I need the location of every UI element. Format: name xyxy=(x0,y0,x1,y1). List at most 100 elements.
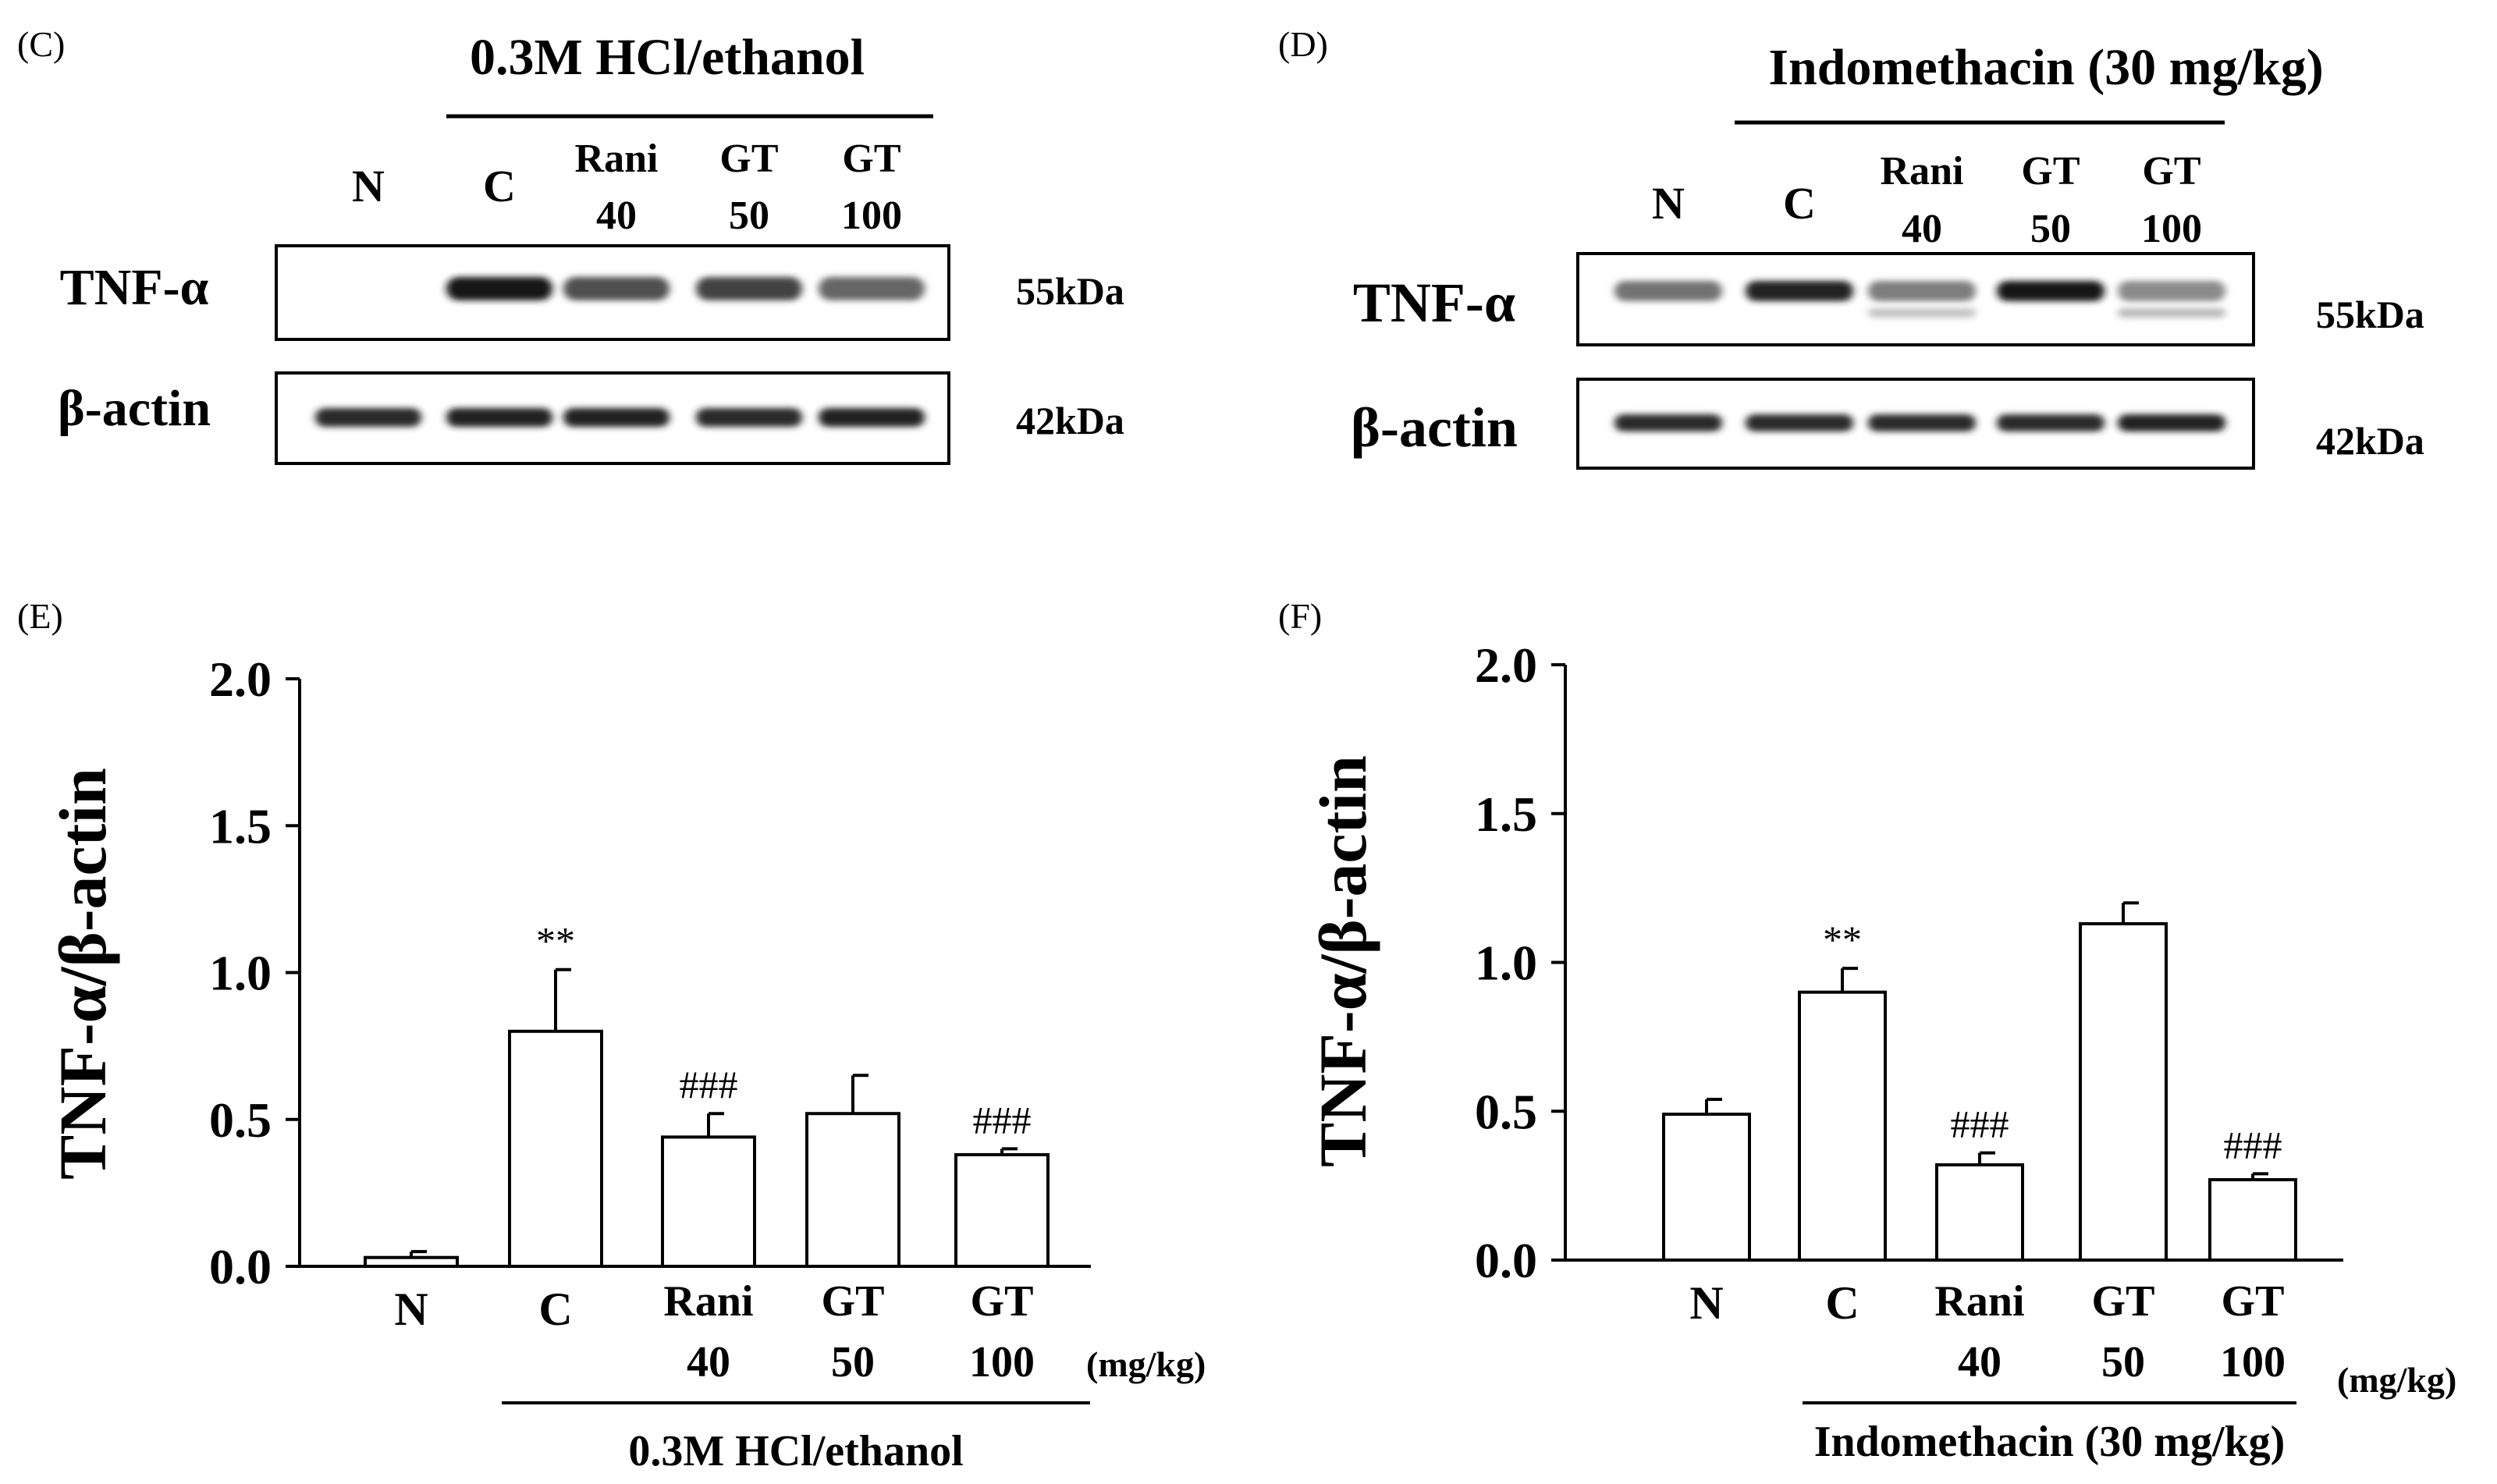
panel-d-lane-label-2: Rani xyxy=(1881,149,1964,193)
bar-3 xyxy=(2079,921,2168,1262)
panel-c-lane-dose-4: 100 xyxy=(841,193,902,238)
band-lane-3 xyxy=(1997,414,2105,431)
unit-label: (mg/kg) xyxy=(1086,1344,1206,1384)
panel-e-chart: 0.0 0.5 1.0 1.5 2.0 TNF-α/β-actin N ** C ### Rani 4… xyxy=(45,651,1206,1475)
panel-c-lane-label-0: N xyxy=(352,161,385,211)
band-lane-3 xyxy=(696,408,802,427)
category-dose-2: 40 xyxy=(687,1338,730,1386)
panel-d-lane-label-1: C xyxy=(1783,178,1816,229)
band-lane-0 xyxy=(1614,414,1722,431)
panel-f: (F) 0.0 0.5 1.0 1.5 2.0 TNF-α/β-actin N ** C ### R… xyxy=(1278,596,2456,1466)
band-lane-2 xyxy=(563,277,670,300)
y-axis-title: TNF-α/β-actin xyxy=(45,768,120,1180)
panel-c-lane-labels: N C Rani 40 GT 50 GT 100 xyxy=(352,137,902,238)
category-dose-2: 40 xyxy=(1958,1338,2002,1386)
blot-mw-label: 42kDa xyxy=(2316,419,2424,463)
band-lane-3 xyxy=(1997,281,2105,301)
significance-2: ### xyxy=(1951,1102,2009,1146)
bar-0 xyxy=(364,1255,459,1268)
panel-d-lane-dose-2: 40 xyxy=(1902,207,1942,251)
panel-c-lane-label-1: C xyxy=(483,161,516,211)
bar-4 xyxy=(954,1152,1050,1269)
y-axis-title: TNF-α/β-actin xyxy=(1305,755,1380,1167)
bar-0 xyxy=(1662,1113,1751,1262)
band-lane-2 xyxy=(563,408,670,427)
bar-4 xyxy=(2208,1177,2297,1262)
blot-mw-label: 42kDa xyxy=(1016,399,1124,442)
panel-c-lane-label-4: GT xyxy=(842,137,900,181)
significance-4: ### xyxy=(973,1098,1032,1141)
panel-d-lane-dose-4: 100 xyxy=(2141,207,2202,251)
y-tick-label: 2.0 xyxy=(1475,637,1537,693)
category-label-2: Rani xyxy=(1934,1277,2024,1326)
bar-2 xyxy=(661,1135,756,1268)
significance-1: ** xyxy=(536,919,575,963)
band-lane-3 xyxy=(696,277,802,300)
panel-c-treatment: 0.3M HCl/ethanol xyxy=(470,29,865,86)
bar-2 xyxy=(1935,1163,2024,1262)
panel-e: (E) 0.0 0.5 1.0 1.5 2.0 TNF-α/β-actin N ** C ### R… xyxy=(17,596,1206,1475)
y-tick-label: 2.0 xyxy=(209,651,272,707)
category-label-1: C xyxy=(1825,1277,1859,1329)
blot-protein-label: TNF-α xyxy=(1353,272,1515,334)
panel-c-blots: TNF-α 55kDa β-actin 42kDa xyxy=(58,244,1124,465)
group-label: 0.3M HCl/ethanol xyxy=(628,1427,963,1475)
band-lane-2 xyxy=(1868,281,1976,301)
category-dose-3: 50 xyxy=(2101,1338,2145,1386)
blot-protein-label: β-actin xyxy=(58,380,211,437)
y-tick-label: 1.5 xyxy=(209,798,272,854)
panel-c-lane-dose-3: 50 xyxy=(729,193,769,238)
band-lane-2 xyxy=(1868,414,1976,431)
panel-d-lane-labels: N C Rani 40 GT 50 GT 100 xyxy=(1652,149,2202,251)
faint-band-lane-2 xyxy=(1868,308,1976,318)
panel-e-label: (E) xyxy=(17,596,63,636)
category-label-4: GT xyxy=(971,1277,1034,1326)
panel-d-lane-label-4: GT xyxy=(2142,149,2200,193)
category-label-2: Rani xyxy=(663,1277,753,1326)
category-dose-4: 100 xyxy=(969,1338,1035,1386)
y-tick-label: 0.0 xyxy=(209,1239,272,1294)
panel-d-label: (D) xyxy=(1278,24,1328,64)
significance-1: ** xyxy=(1823,918,1862,961)
blot-mw-label: 55kDa xyxy=(1016,269,1124,313)
panel-d-lane-label-0: N xyxy=(1652,178,1685,229)
y-tick-label: 0.5 xyxy=(1475,1084,1537,1139)
band-lane-4 xyxy=(2118,414,2225,431)
significance-4: ### xyxy=(2224,1123,2282,1166)
panel-c-lane-dose-2: 40 xyxy=(596,193,637,238)
panel-d-lane-label-3: GT xyxy=(2021,149,2080,193)
blot-mw-label: 55kDa xyxy=(2316,293,2424,336)
band-lane-1 xyxy=(1746,414,1853,431)
panel-f-label: (F) xyxy=(1278,596,1322,636)
y-tick-label: 0.0 xyxy=(1475,1233,1537,1288)
category-label-1: C xyxy=(538,1283,572,1335)
band-lane-1 xyxy=(446,277,552,300)
category-dose-3: 50 xyxy=(831,1338,875,1386)
faint-band-lane-4 xyxy=(2118,308,2225,318)
bar-1 xyxy=(508,1029,603,1269)
panel-f-chart: 0.0 0.5 1.0 1.5 2.0 TNF-α/β-actin N ** C ### Rani 4… xyxy=(1305,637,2456,1466)
y-tick-label: 0.5 xyxy=(209,1092,272,1148)
band-lane-4 xyxy=(819,408,925,427)
category-label-3: GT xyxy=(2092,1277,2155,1326)
unit-label: (mg/kg) xyxy=(2337,1360,2456,1400)
blot-protein-label: β-actin xyxy=(1351,396,1518,459)
panel-c-lane-label-3: GT xyxy=(719,137,778,181)
group-label: Indomethacin (30 mg/kg) xyxy=(1814,1418,2286,1466)
category-label-0: N xyxy=(1689,1277,1723,1329)
category-label-0: N xyxy=(394,1283,428,1335)
panel-c-label: (C) xyxy=(17,24,65,64)
bar-3 xyxy=(805,1112,900,1268)
panel-c-lane-label-2: Rani xyxy=(575,137,659,181)
bar-1 xyxy=(1798,990,1887,1262)
band-lane-1 xyxy=(1746,281,1853,301)
blot-protein-label: TNF-α xyxy=(60,259,209,316)
y-tick-label: 1.0 xyxy=(1475,935,1537,991)
category-label-4: GT xyxy=(2222,1277,2285,1326)
band-lane-0 xyxy=(315,408,421,427)
panel-d-blot-1: β-actin 42kDa xyxy=(1351,378,2424,470)
band-lane-4 xyxy=(2118,281,2225,301)
band-lane-0 xyxy=(1614,281,1722,301)
band-lane-4 xyxy=(819,277,925,300)
